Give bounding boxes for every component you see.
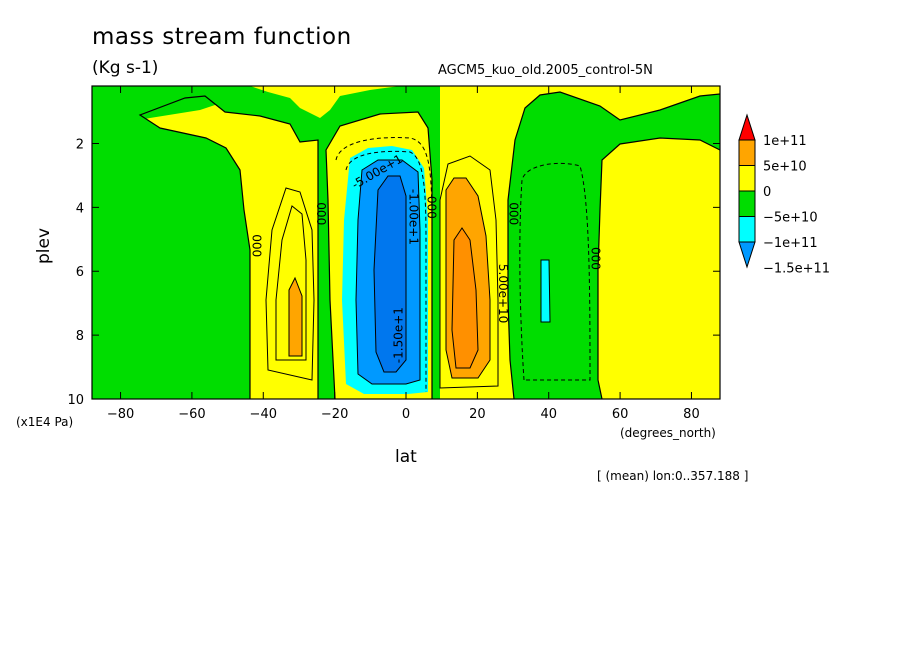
y-tick-label: 6 xyxy=(76,265,84,280)
y-axis-label-wrap: plev xyxy=(34,222,60,272)
legend-swatch xyxy=(738,190,756,217)
legend-label: −1.5e+11 xyxy=(763,262,830,277)
x-axis-units: (degrees_north) xyxy=(620,426,716,440)
legend-swatch xyxy=(738,165,756,192)
contour-label: 000 xyxy=(507,202,521,225)
region-north-negative xyxy=(508,92,720,399)
region-south-negative xyxy=(92,86,440,399)
x-tick-label: −60 xyxy=(178,407,205,422)
region-top-left xyxy=(92,86,250,130)
chart-title: mass stream function xyxy=(92,24,352,50)
y-tick-label: 4 xyxy=(76,201,84,216)
legend-label: 0 xyxy=(763,185,771,200)
legend-swatch xyxy=(738,216,756,243)
x-axis-label: lat xyxy=(395,447,417,467)
x-axis: −80 −60 −40 −20 0 20 40 60 80 xyxy=(107,86,700,422)
y-tick-label: 10 xyxy=(67,393,84,408)
legend-swatch-bottom xyxy=(738,241,756,269)
y-axis-units: (x1E4 Pa) xyxy=(16,415,74,429)
colorbar-legend: 1e+11 5e+10 0 −5e+10 −1e+11 −1.5e+11 xyxy=(738,113,830,277)
x-tick-label: −40 xyxy=(250,407,277,422)
contour-label: -1.00e+1 xyxy=(407,189,421,245)
x-tick-label: 0 xyxy=(402,407,410,422)
y-tick-label: 2 xyxy=(76,137,84,152)
region-zero-upper-left xyxy=(250,86,400,118)
contour-label: 000 xyxy=(424,196,438,219)
contour-label: 000 xyxy=(250,234,264,257)
legend-label: −1e+11 xyxy=(763,236,818,251)
dataset-label: AGCM5_kuo_old.2005_control-5N xyxy=(438,63,653,78)
averaging-note: [ (mean) lon:0..357.188 ] xyxy=(597,469,749,483)
x-tick-label: 80 xyxy=(683,407,700,422)
x-tick-label: 60 xyxy=(612,407,629,422)
positive-contours xyxy=(265,155,499,389)
region-south-positive xyxy=(288,276,303,357)
contour-label: 000 xyxy=(314,202,328,225)
zero-contours xyxy=(138,91,720,399)
legend-label: −5e+10 xyxy=(763,211,818,226)
x-tick-label: −80 xyxy=(107,407,134,422)
region-north-core xyxy=(451,227,479,369)
y-axis-label: plev xyxy=(34,227,55,265)
contour-label: 000 xyxy=(589,247,603,270)
y-tick-label: 8 xyxy=(76,329,84,344)
region-north-cyan xyxy=(540,259,551,323)
contour-label: -1.50e+1 xyxy=(391,307,405,363)
legend-swatch-top xyxy=(738,113,756,141)
x-tick-label: 20 xyxy=(469,407,486,422)
x-tick-label: 40 xyxy=(540,407,557,422)
chart-units: (Kg s-1) xyxy=(92,58,159,78)
contour-label: 5.00e+10 xyxy=(496,264,510,323)
legend-label: 5e+10 xyxy=(763,160,807,175)
region-central-core xyxy=(373,175,407,373)
x-tick-label: −20 xyxy=(321,407,348,422)
legend-label: 1e+11 xyxy=(763,134,807,149)
y-axis: 2 4 6 8 10 xyxy=(67,137,720,408)
legend-swatch xyxy=(738,139,756,166)
